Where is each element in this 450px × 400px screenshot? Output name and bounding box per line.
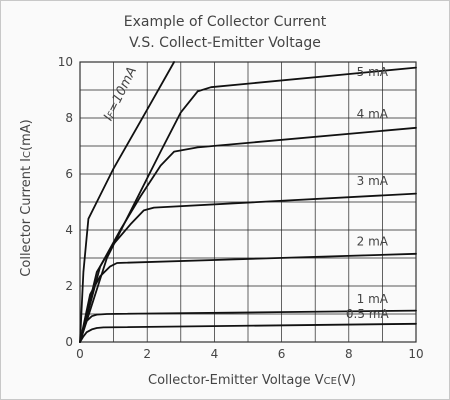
series-line	[79, 126, 417, 343]
curve-label: 0.5 mA	[346, 307, 390, 321]
x-tick-label: 10	[408, 347, 423, 361]
series-line	[79, 192, 417, 343]
curve-label: 4 mA	[357, 107, 389, 121]
series-line	[79, 66, 417, 343]
y-tick-label: 0	[65, 335, 73, 349]
x-tick-label: 2	[143, 347, 151, 361]
y-tick-label: 8	[65, 111, 73, 125]
x-axis-label: Collector-Emitter Voltage VCE(V)	[148, 373, 356, 388]
y-tick-label: 4	[65, 223, 73, 237]
y-tick-label: 6	[65, 167, 73, 181]
curve-label: 3 mA	[357, 174, 389, 188]
x-tick-label: 8	[345, 347, 353, 361]
x-tick-label: 0	[76, 347, 84, 361]
curve-group	[79, 61, 417, 343]
if-curve-label: IF=10mA	[101, 65, 140, 124]
curve-labels: 5 mA 4 mA 3 mA 2 mA 1 mA0.5 mA IF=10mA	[101, 65, 389, 322]
y-axis-label: Collector Current IC(mA)	[19, 119, 34, 276]
chart-title-line2: V.S. Collect-Emitter Voltage	[129, 35, 321, 51]
y-tick-label: 10	[58, 55, 73, 69]
curve-label: 1 mA	[357, 292, 389, 306]
plot-border	[79, 61, 417, 343]
x-tick-label: 4	[211, 347, 219, 361]
tick-labels: 0 2 4 6 8 10 0 2 4 6 8 10	[58, 55, 424, 361]
chart-title-line1: Example of Collector Current	[124, 14, 327, 30]
y-tick-label: 2	[65, 279, 73, 293]
series-line	[79, 322, 417, 343]
series-line	[79, 61, 176, 343]
curve-label: 5 mA	[357, 65, 389, 79]
x-tick-label: 6	[278, 347, 286, 361]
series-line	[79, 252, 417, 343]
curve-label: 2 mA	[357, 234, 389, 248]
